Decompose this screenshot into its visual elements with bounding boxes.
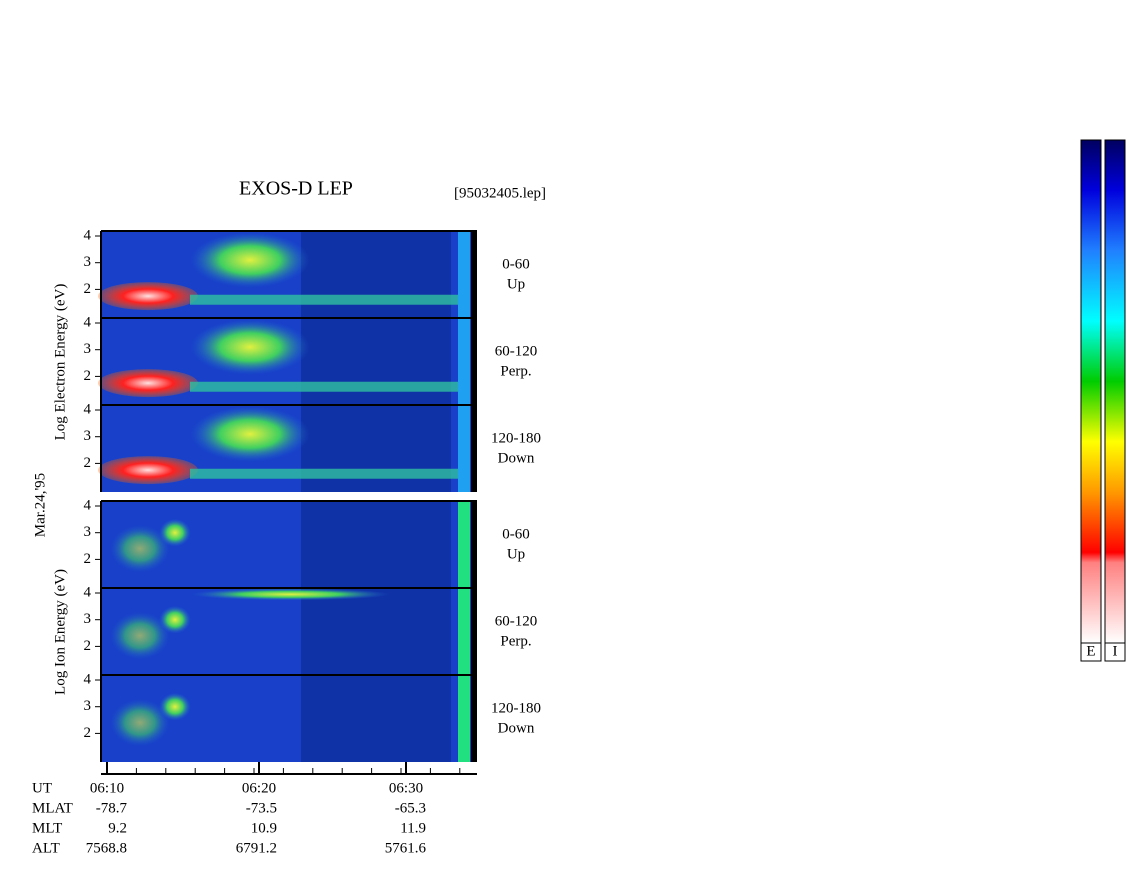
- x-tick-label: 06:10: [90, 780, 124, 796]
- edge-stripe: [458, 318, 470, 405]
- pitch-angle: 120-180: [491, 430, 541, 446]
- pitch-angle: 0-60: [502, 526, 530, 542]
- edge-black: [471, 231, 477, 318]
- color-bar-label-box: [1104, 642, 1126, 662]
- direction: Down: [498, 450, 535, 466]
- pitch-angle: 60-120: [495, 613, 538, 629]
- y-tick-label: 2: [84, 638, 92, 654]
- edge-black: [471, 675, 477, 762]
- direction: Perp.: [500, 633, 531, 649]
- y-tick-label: 4: [84, 401, 92, 417]
- orbit-value: 7568.8: [86, 840, 127, 856]
- direction: Up: [507, 546, 525, 562]
- y-tick-label: 3: [84, 524, 92, 540]
- pitch-angle: 60-120: [495, 343, 538, 359]
- spectrogram-noise: [301, 405, 451, 492]
- color-bar: [1080, 139, 1102, 644]
- orbit-value: 10.9: [251, 820, 277, 836]
- y-tick-label: 3: [84, 698, 92, 714]
- ut-label: UT: [32, 780, 52, 796]
- y-tick-label: 3: [84, 254, 92, 270]
- y-tick-label: 3: [84, 428, 92, 444]
- pitch-angle: 120-180: [491, 700, 541, 716]
- y-tick-label: 3: [84, 341, 92, 357]
- feature: [98, 369, 198, 398]
- y-tick-label: 4: [84, 584, 92, 600]
- orbit-value: 5761.6: [385, 840, 427, 856]
- orbit-value: 6791.2: [236, 840, 277, 856]
- orbit-value: -65.3: [395, 800, 426, 816]
- feature: [110, 611, 170, 660]
- y-tick-label: 4: [84, 227, 92, 243]
- orbit-value: 9.2: [108, 820, 127, 836]
- feature: [190, 319, 310, 376]
- spectrogram-noise: [301, 231, 451, 318]
- feature: [110, 524, 170, 573]
- orbit-value: 11.9: [400, 820, 426, 836]
- y-tick-label: 2: [84, 368, 92, 384]
- feature: [190, 406, 310, 463]
- electron-axis-label: Log Electron Energy (eV): [52, 284, 68, 441]
- y-tick-label: 4: [84, 671, 92, 687]
- orbit-value: -78.7: [96, 800, 128, 816]
- edge-black: [471, 501, 477, 588]
- feature: [190, 588, 390, 601]
- feature: [98, 282, 198, 311]
- y-tick-label: 2: [84, 551, 92, 567]
- feature: [190, 232, 310, 289]
- color-bar-label-box: [1080, 642, 1102, 662]
- edge-stripe: [458, 675, 470, 762]
- spectrogram-noise: [301, 588, 451, 675]
- orbit-value: -73.5: [246, 800, 277, 816]
- feature: [190, 468, 458, 479]
- y-tick-label: 4: [84, 314, 92, 330]
- x-tick-label: 06:30: [389, 780, 423, 796]
- y-tick-label: 4: [84, 497, 92, 513]
- orbit-label: ALT: [32, 840, 60, 856]
- edge-black: [471, 318, 477, 405]
- feature: [190, 294, 458, 305]
- spectrogram-noise: [301, 318, 451, 405]
- color-bar-label: I: [1113, 643, 1118, 659]
- y-tick-label: 2: [84, 725, 92, 741]
- file-name: [95032405.lep]: [454, 185, 546, 201]
- y-tick-label: 2: [84, 281, 92, 297]
- spectrogram-noise: [301, 675, 451, 762]
- edge-stripe: [458, 405, 470, 492]
- pitch-angle: 0-60: [502, 256, 530, 272]
- title: EXOS-D LEP: [239, 178, 353, 200]
- direction: Perp.: [500, 363, 531, 379]
- x-tick-label: 06:20: [242, 780, 276, 796]
- orbit-label: MLT: [32, 820, 62, 836]
- ion-axis-label: Log Ion Energy (eV): [52, 569, 68, 695]
- edge-black: [471, 588, 477, 675]
- direction: Down: [498, 720, 535, 736]
- color-bar-label: E: [1086, 643, 1095, 659]
- feature: [110, 698, 170, 747]
- y-tick-label: 3: [84, 611, 92, 627]
- feature: [190, 381, 458, 392]
- feature: [98, 456, 198, 485]
- edge-stripe: [458, 501, 470, 588]
- date: Mar.24,'95: [32, 473, 48, 537]
- orbit-label: MLAT: [32, 800, 73, 816]
- edge-black: [471, 405, 477, 492]
- spectrogram-noise: [301, 501, 451, 588]
- color-bar: [1104, 139, 1126, 644]
- edge-stripe: [458, 588, 470, 675]
- edge-stripe: [458, 231, 470, 318]
- direction: Up: [507, 276, 525, 292]
- y-tick-label: 2: [84, 455, 92, 471]
